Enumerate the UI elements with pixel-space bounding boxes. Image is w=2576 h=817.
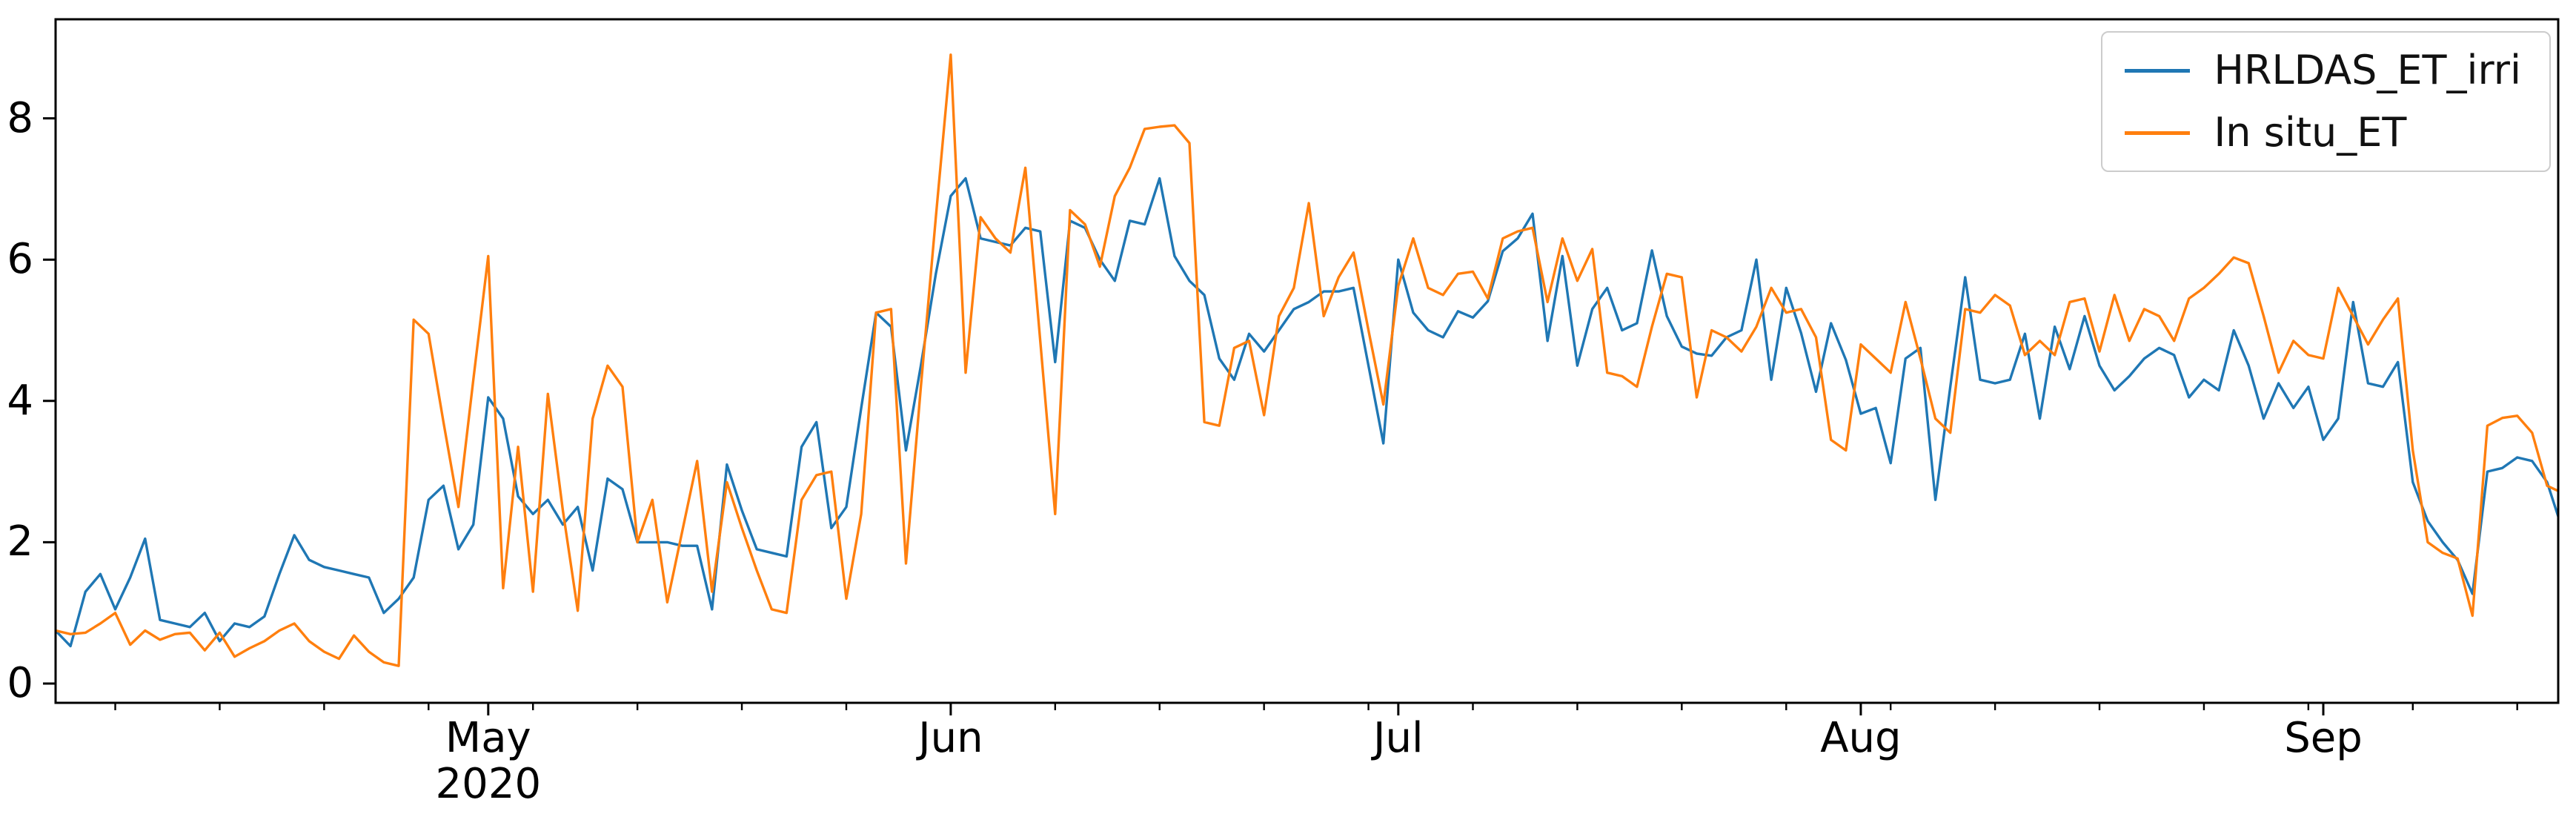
y-tick-label-4: 4 bbox=[7, 376, 33, 425]
legend-line-sample-blue bbox=[2125, 68, 2191, 73]
legend-item-insitu: In situ_ET bbox=[2125, 113, 2521, 153]
x-tick-label-sep: Sep bbox=[2284, 714, 2363, 762]
legend: HRLDAS_ET_irri In situ_ET bbox=[2101, 31, 2551, 172]
legend-line-sample-orange bbox=[2125, 130, 2191, 135]
x-tick-label-aug: Aug bbox=[1820, 714, 1902, 762]
x-tick-label-may: May bbox=[445, 714, 531, 762]
x-axis-year-label: 2020 bbox=[435, 760, 542, 808]
y-tick-label-8: 8 bbox=[7, 93, 33, 142]
plot-spines bbox=[54, 18, 2560, 704]
x-tick-label-jul: Jul bbox=[1373, 714, 1424, 762]
x-tick-label-jun: Jun bbox=[918, 714, 983, 762]
legend-item-hrldas: HRLDAS_ET_irri bbox=[2125, 50, 2521, 90]
series-line-in-situ-et bbox=[56, 53, 2558, 667]
legend-label: In situ_ET bbox=[2214, 109, 2407, 156]
y-tick-label-0: 0 bbox=[7, 659, 33, 707]
y-tick-label-6: 6 bbox=[7, 235, 33, 284]
series-line-hrldas-et-irri bbox=[56, 176, 2558, 648]
y-tick-label-2: 2 bbox=[7, 517, 33, 566]
legend-label: HRLDAS_ET_irri bbox=[2214, 47, 2521, 93]
